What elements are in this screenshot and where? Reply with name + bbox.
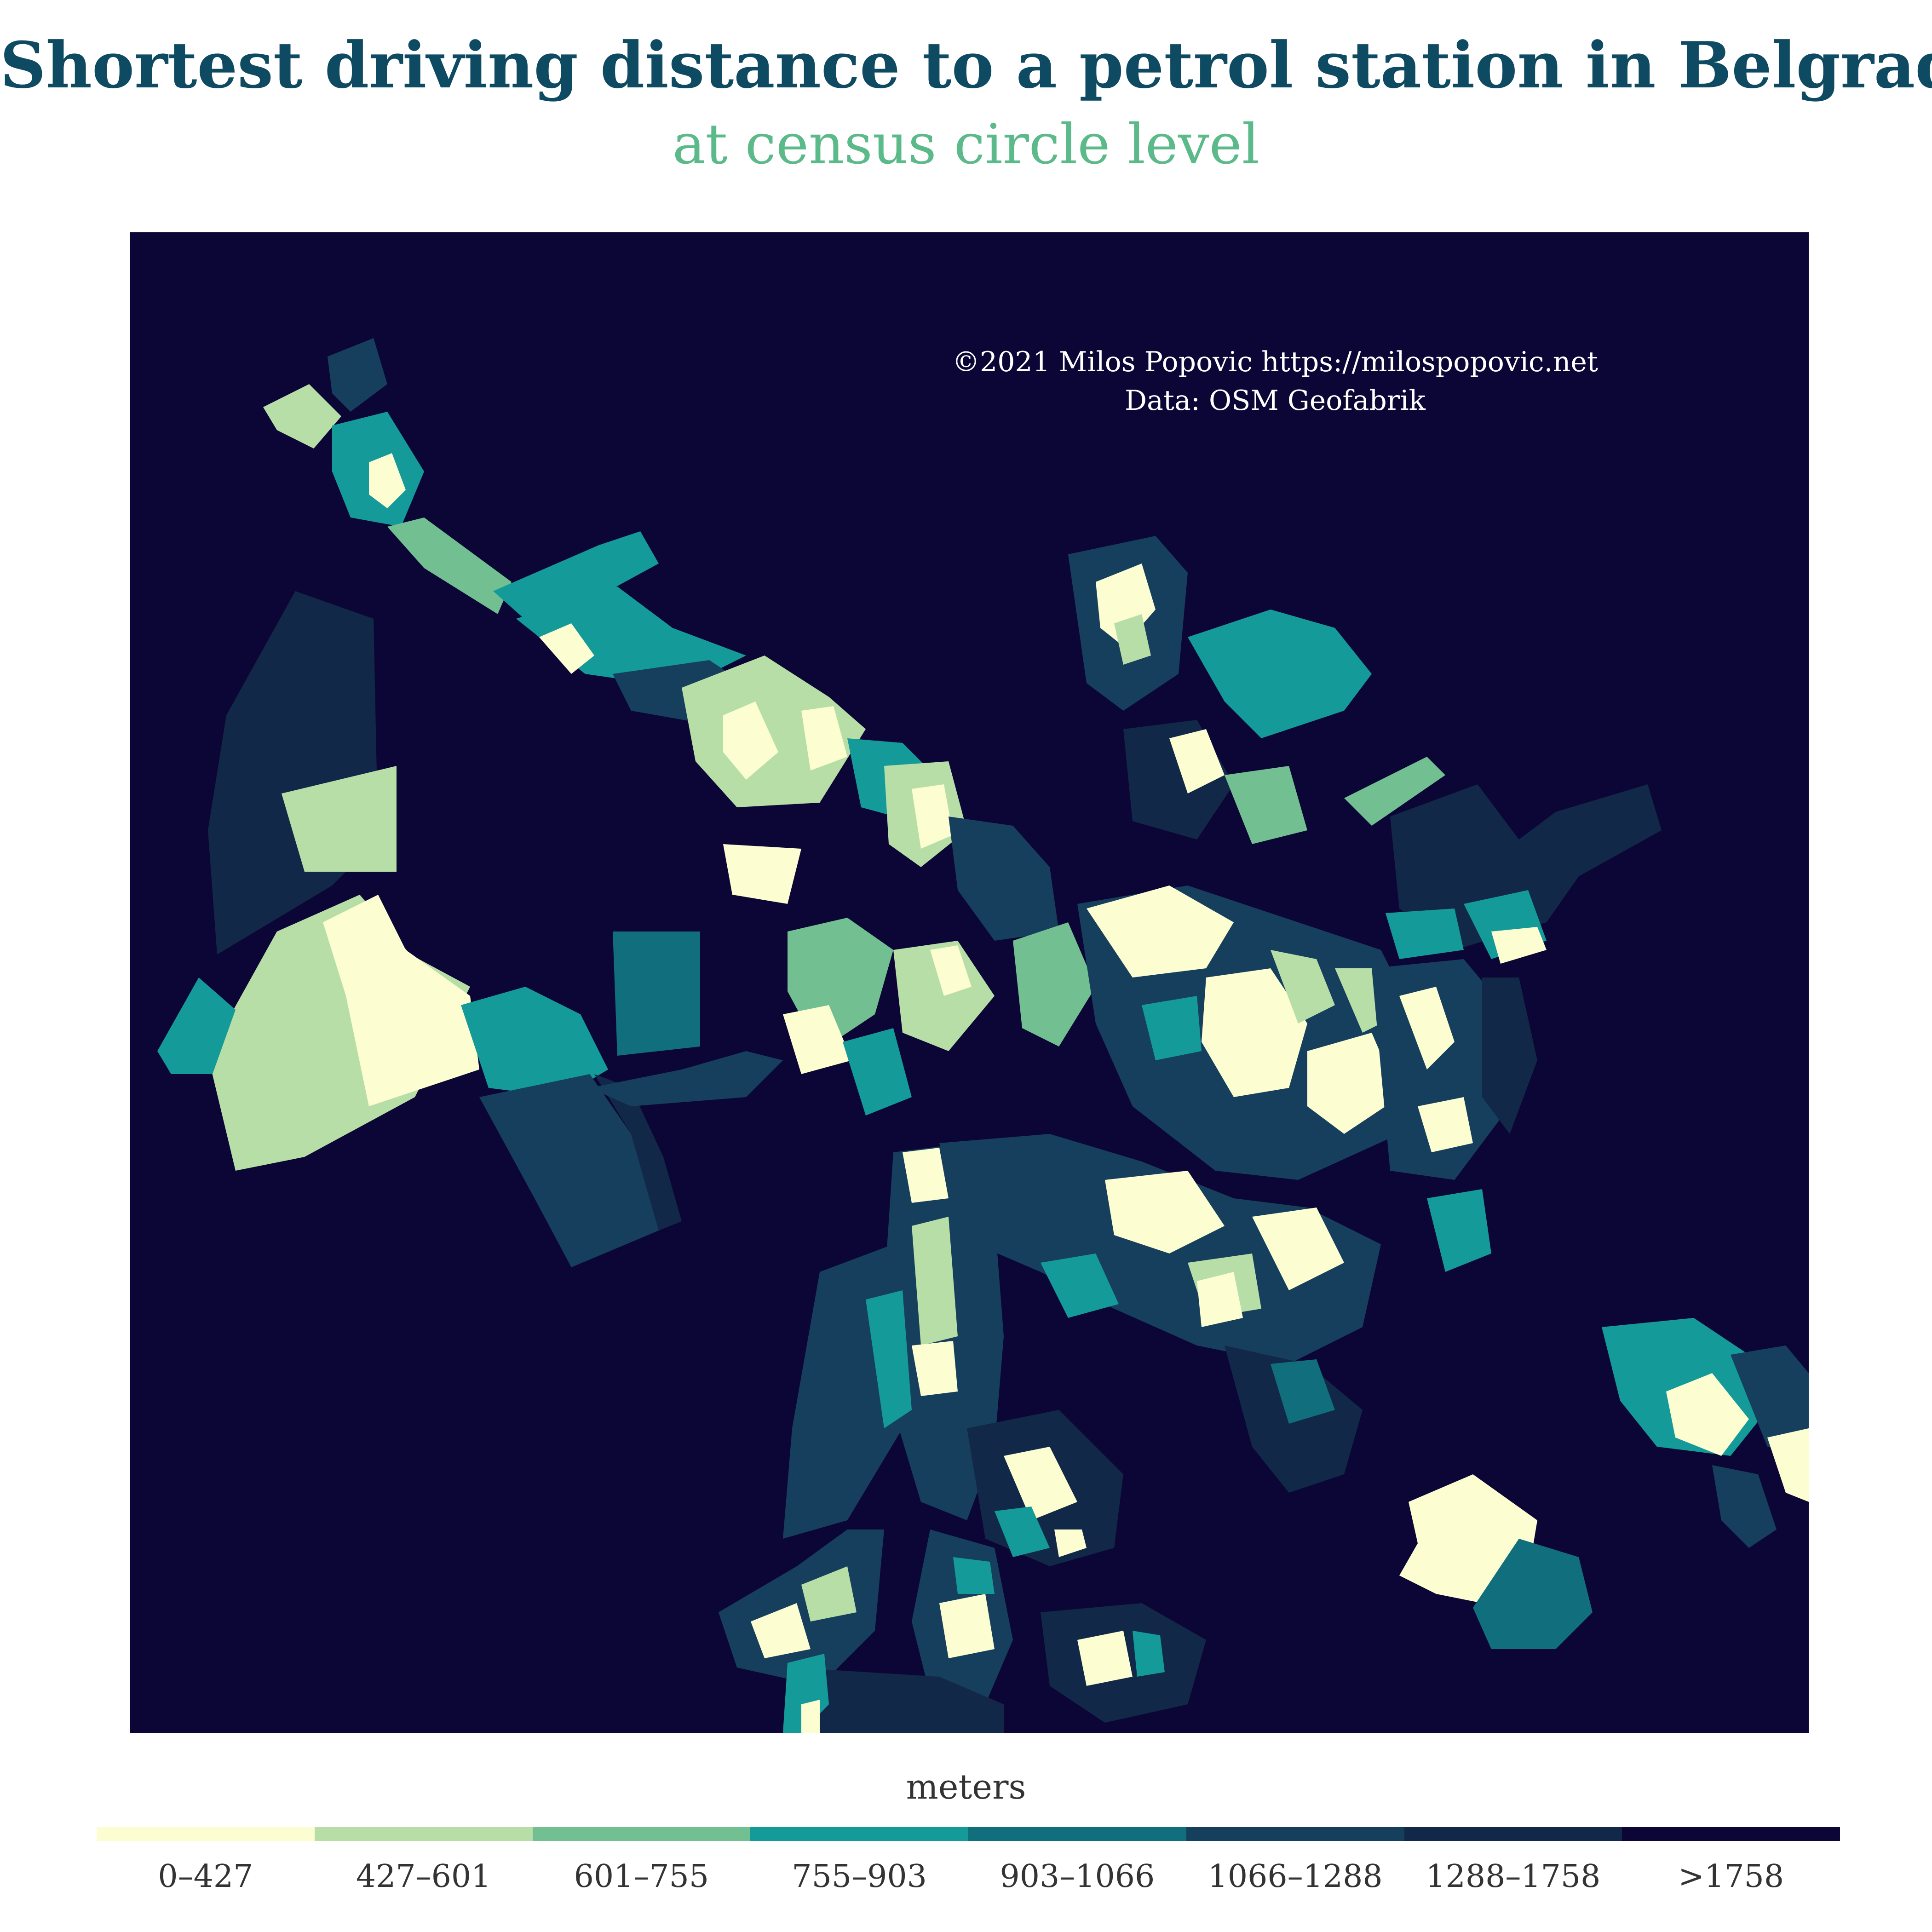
region-corridor-light [539,623,594,674]
region-zemun-dark [949,816,1059,941]
region-south-arm-teal [953,1557,995,1594]
region-se-far-dark [1731,1346,1809,1456]
region-northeast-mid [1225,766,1307,844]
legend-label: 601–755 [574,1858,709,1895]
region-zemun-east-light [912,784,953,849]
legend-label: 755–903 [792,1858,927,1895]
map-subtitle: at census circle level [672,113,1260,177]
region-far-south-east-light [1077,1631,1133,1686]
region-south-west-strip [479,1074,659,1267]
legend-label: 1066–1288 [1208,1858,1383,1895]
region-northwest-light [369,453,406,508]
legend-title: meters [906,1767,1026,1807]
region-novi-beograd-light [783,1005,852,1074]
region-west-edge [157,978,236,1074]
legend-swatch [1622,1827,1840,1841]
region-center-light-3 [1307,1033,1399,1134]
map-canvas [157,338,1809,1733]
region-northeast-teal [1188,610,1372,738]
region-south-west-dark [594,1074,682,1230]
legend-label: 1288–1758 [1426,1858,1601,1895]
region-center-mid [1271,950,1335,1024]
region-spine-light [903,1148,949,1203]
region-mirijevo-teal [1427,1189,1491,1272]
region-far-south [792,1668,1004,1733]
region-se-lower [1712,1465,1777,1548]
region-south-light [1105,1171,1225,1254]
region-spine-teal [866,1290,912,1428]
region-east-dark [1390,784,1662,950]
legend-swatch [968,1827,1186,1841]
credit-author: ©2021 Milos Popovic https://milospopovic… [952,346,1598,378]
legend-swatch [750,1827,968,1841]
region-novi-beograd-light-2 [930,945,972,996]
map-credit: ©2021 Milos Popovic https://milospopovic… [838,343,1712,420]
legend-swatch [1186,1827,1404,1841]
region-far-south-east-teal [1133,1631,1165,1677]
region-east-rim [1482,978,1537,1134]
region-teal-bridge [461,987,608,1097]
region-center-light [1087,886,1234,978]
region-sw-arm-mid [801,1566,857,1622]
legend-color-bar [97,1827,1840,1841]
region-zemun-south-light [723,844,801,904]
legend-swatch [314,1827,533,1841]
region-mirijevo-light [1399,987,1455,1070]
region-south-light-2 [1252,1208,1344,1290]
region-se-edge-light [1767,1428,1809,1502]
region-strip-teal [613,932,700,1056]
legend-swatch [532,1827,751,1841]
region-se-teal [1473,1539,1593,1649]
region-northeast-light [1169,729,1225,794]
region-east-light [1491,927,1547,964]
region-spine-mid [912,1217,958,1346]
legend-swatch [1404,1827,1622,1841]
region-mid-cluster-teal [995,1506,1050,1557]
region-west-inner [282,766,397,872]
region-se-far-light [1666,1373,1749,1456]
region-green-patch [1013,922,1096,1046]
region-corridor-2 [493,531,659,628]
legend-label: >1758 [1678,1858,1784,1895]
region-center-light-2 [1202,968,1307,1097]
legend-labels: 0–427 427–601 601–755 755–903 903–1066 1066–1… [97,1858,1840,1895]
region-mid-cluster-light [1004,1447,1077,1520]
region-novi-beograd-teal [843,1028,912,1116]
region-mid-cluster-light-2 [1054,1530,1087,1557]
region-strip-dark [590,1051,783,1106]
region-surcin-light [323,895,479,1106]
legend-swatch [97,1827,315,1841]
region-zemun-light [723,702,778,780]
region-south-teal [1041,1254,1119,1318]
region-zemun [682,656,866,807]
credit-source: Data: OSM Geofabrik [1124,385,1426,417]
region-northwest-top [263,384,341,448]
region-sw-arm-light [751,1603,811,1658]
legend-label: 427–601 [356,1858,491,1895]
choropleth-map: ©2021 Milos Popovic https://milospopovic… [130,232,1809,1733]
region-east-strip [1344,757,1445,826]
legend-label: 0–427 [158,1858,253,1895]
map-title: Shortest driving distance to a petrol st… [0,28,1932,103]
region-northwest-top-dark [328,338,387,412]
region-north-mid [1114,614,1151,665]
region-mirijevo-light-2 [1418,1097,1473,1152]
region-south-teal-2 [1271,1359,1335,1424]
region-east-teal [1386,908,1464,959]
region-spine-light-2 [912,1341,958,1396]
region-corridor-1 [387,518,512,614]
region-bottom-small-light [801,1700,820,1733]
region-zemun-light-2 [801,706,847,770]
region-south-arm-light [939,1594,995,1658]
region-center-teal [1142,996,1202,1060]
legend-label: 903–1066 [1000,1858,1155,1895]
region-south-light-3 [1197,1272,1243,1327]
